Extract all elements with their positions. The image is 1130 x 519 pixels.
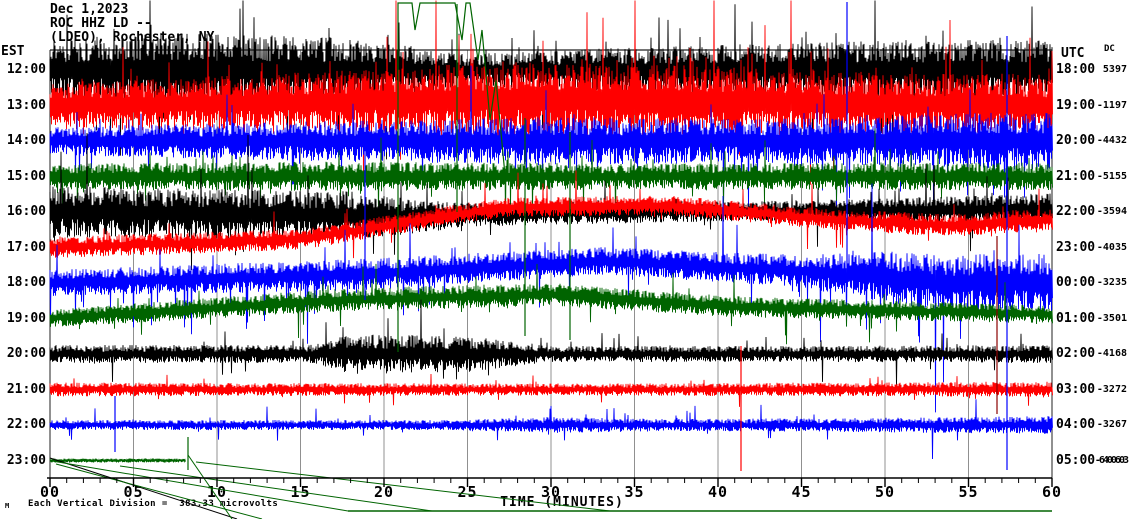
utc-time-label-0400: 04:00 [1056,417,1096,432]
dc-offset-value-1900: -1197 [1096,99,1127,111]
dc-offset-value-2300: -4035 [1096,241,1127,253]
trace-row-2000-black [49,299,1053,386]
x-tick-label-55: 55 [958,483,979,501]
dc-offset-value-0400: -3267 [1096,419,1127,430]
utc-time-label-0100: 01:00 [1056,310,1096,326]
scale-caption: Each Vertical Division = 383.33 microvol… [28,499,279,509]
trace-row-1400-blue [49,65,1053,228]
utc-time-label-0200: 02:00 [1056,346,1096,361]
trace-row-1900-green [49,263,1053,345]
est-time-label-2300: 23:00 [6,452,46,468]
x-axis-title: TIME (MINUTES) [500,495,624,510]
utc-time-label-0300: 03:00 [1056,381,1096,397]
dc-axis-header: DC [1104,44,1115,54]
est-time-label-1500: 15:00 [6,168,46,184]
trace-row-1300-red [49,0,1053,185]
utc-time-label-2300: 23:00 [1056,239,1096,255]
station-label: ROC HHZ LD -- [50,16,152,31]
clipped-event-trace [397,2,506,352]
x-tick-label-35: 35 [624,483,645,501]
est-time-label-1700: 17:00 [6,239,46,255]
x-tick-label-05: 05 [123,483,144,501]
est-time-label-1400: 14:00 [6,133,46,148]
corner-mark: M [5,502,10,510]
trace-row-2300-green [49,457,186,464]
est-time-label-2200: 22:00 [6,417,46,432]
date-label: Dec 1,2023 [50,2,129,17]
est-time-label-1600: 16:00 [6,204,46,219]
dc-offset-value-0300: -3272 [1096,383,1127,395]
est-time-label-1300: 13:00 [6,97,46,113]
offscale-diagonal-0 [49,457,238,519]
trace-row-1200-black [49,0,1053,160]
dc-offset-value-2100: -5155 [1096,170,1127,182]
offscale-diagonal-3 [119,465,433,512]
est-time-label-2000: 20:00 [6,346,46,361]
x-tick-label-20: 20 [373,483,395,501]
utc-time-label-0000: 00:00 [1056,275,1096,290]
x-tick-label-45: 45 [791,483,812,501]
trace-row-2200-blue [49,399,1053,460]
dc-offset-value-0000: -3235 [1096,277,1127,288]
x-tick-label-25: 25 [457,483,478,501]
utc-time-label-1900: 19:00 [1056,97,1096,113]
est-time-label-2100: 21:00 [6,381,46,397]
trace-row-1800-blue [49,183,1053,413]
trace-row-1700-red [49,170,1053,259]
dc-offset-value-0100: -3501 [1096,312,1127,324]
utc-time-label-0500: 05:00 [1056,452,1096,468]
offscale-diagonal-4 [187,454,233,519]
dc-offset-value-1800: 5397 [1102,64,1127,75]
utc-time-label-2000: 20:00 [1056,133,1096,148]
dc-offset-value-0500: -6400603 [1094,454,1129,466]
offscale-diagonal-5 [195,461,611,512]
x-tick-label-00: 00 [39,483,61,501]
x-tick-label-50: 50 [874,483,896,501]
dc-offset-value-0200: -4168 [1096,348,1127,359]
trace-row-2100-red [49,373,1053,407]
est-axis-header: EST [1,44,25,59]
est-time-label-1800: 18:00 [6,275,46,290]
trace-row-1500-green [49,128,1053,224]
x-tick-label-30: 30 [540,483,562,501]
utc-time-label-2200: 22:00 [1056,204,1096,219]
utc-axis-header: UTC [1061,46,1085,61]
utc-time-label-1800: 18:00 [1056,62,1096,77]
offscale-diagonal-1 [51,460,349,512]
est-time-label-1900: 19:00 [6,310,46,326]
dc-offset-value-2200: -3594 [1096,206,1127,217]
utc-time-label-2100: 21:00 [1056,168,1096,184]
dc-offset-value-2000: -4432 [1096,135,1127,146]
est-time-label-1200: 12:00 [6,62,46,77]
x-tick-label-60: 60 [1041,483,1063,501]
x-tick-label-40: 40 [707,483,729,501]
offscale-diagonal-2 [55,463,263,519]
